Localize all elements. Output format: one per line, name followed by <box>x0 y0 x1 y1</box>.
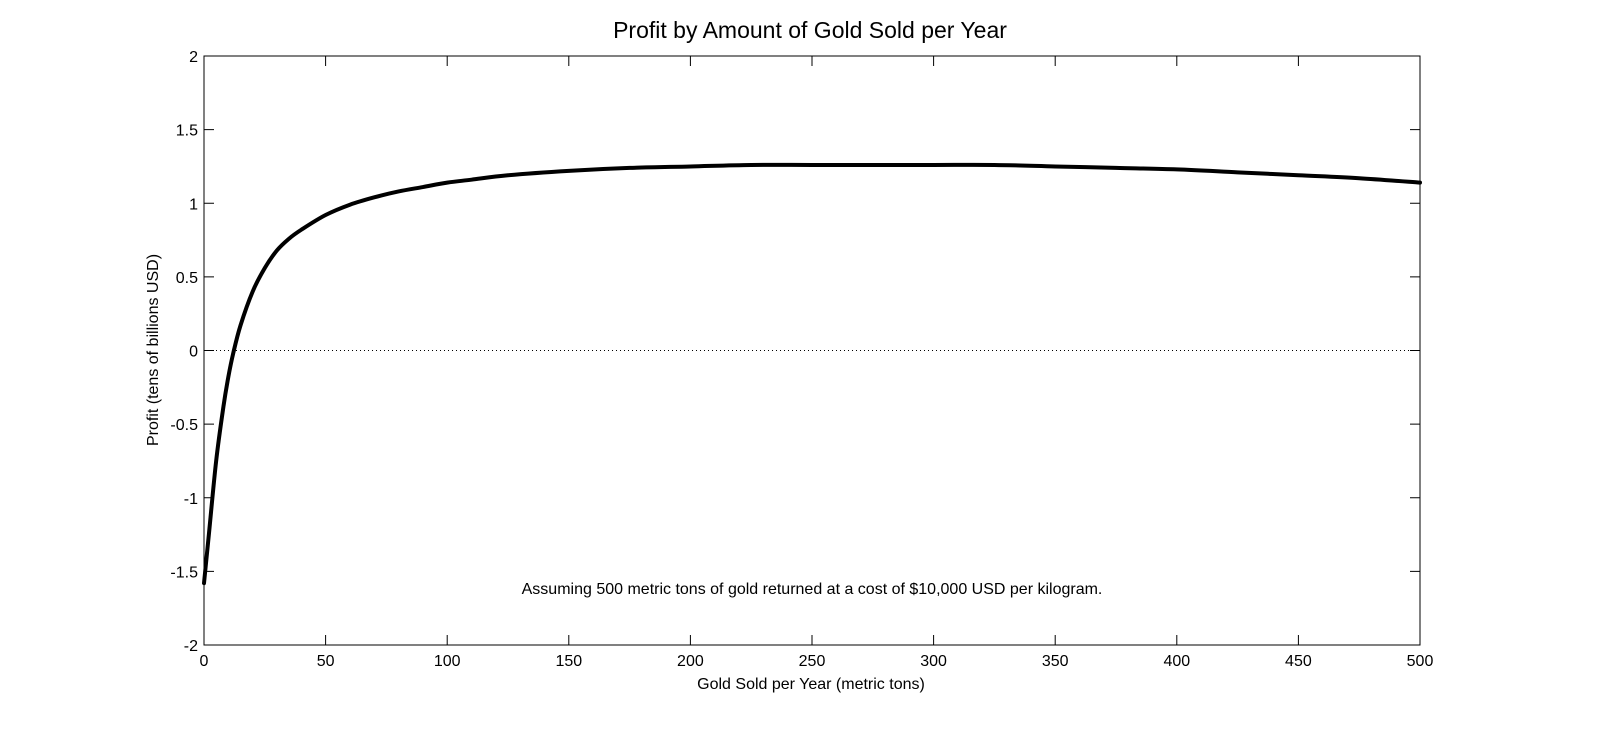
y-axis-label: Profit (tens of billions USD) <box>145 254 162 446</box>
x-tick-label: 500 <box>1407 653 1434 670</box>
y-tick-label: 2 <box>189 49 198 66</box>
y-tick-labels: -2 -1.5 -1 -0.5 0 0.5 1 1.5 2 <box>170 49 198 655</box>
x-tick-label: 200 <box>677 653 704 670</box>
x-tick-label: 300 <box>920 653 947 670</box>
chart-title: Profit by Amount of Gold Sold per Year <box>613 17 1007 43</box>
x-tick-label: 350 <box>1042 653 1069 670</box>
x-axis-label: Gold Sold per Year (metric tons) <box>697 676 925 693</box>
x-tick-label: 150 <box>555 653 582 670</box>
x-tick-label: 400 <box>1163 653 1190 670</box>
x-tick-label: 50 <box>317 653 335 670</box>
x-tick-label: 0 <box>200 653 209 670</box>
x-tick-label: 450 <box>1285 653 1312 670</box>
x-tick-label: 250 <box>799 653 826 670</box>
y-tick-label: -2 <box>184 638 198 655</box>
y-tick-label: 0.5 <box>176 270 198 287</box>
y-tick-label: 0 <box>189 344 198 361</box>
x-tick-label: 100 <box>434 653 461 670</box>
y-tick-label: 1 <box>189 196 198 213</box>
plot-area <box>202 55 1422 646</box>
chart-annotation: Assuming 500 metric tons of gold returne… <box>522 581 1103 598</box>
x-tick-labels: 0 50 100 150 200 250 300 350 400 450 500 <box>200 653 1434 670</box>
y-tick-label: 1.5 <box>176 123 198 140</box>
y-tick-label: -1 <box>184 491 198 508</box>
y-tick-label: -0.5 <box>170 417 198 434</box>
axis-ticks <box>203 55 1421 646</box>
series-line-profit <box>202 162 1422 586</box>
y-tick-label: -1.5 <box>170 564 198 581</box>
